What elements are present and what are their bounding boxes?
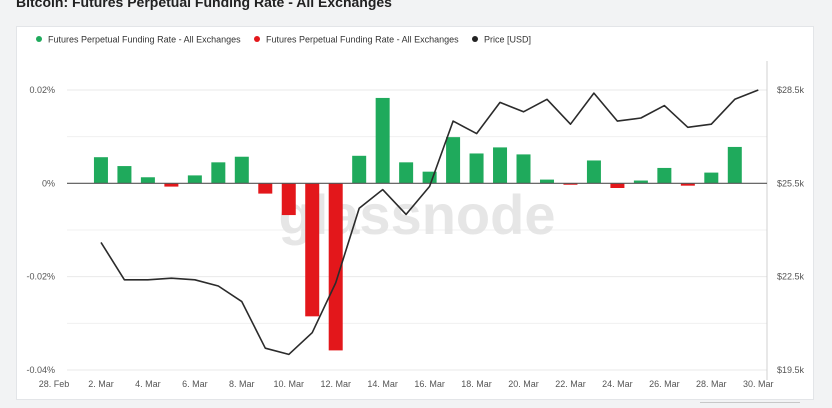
right-y-tick-label: $22.5k [777, 272, 805, 282]
funding-rate-bar-positive [539, 179, 554, 184]
x-axis: 28. Feb 2. Mar 4. Mar 6. Mar 8. Mar 10. Mar 12… [39, 379, 774, 389]
funding-rate-bar-positive [704, 172, 719, 184]
funding-rate-bar-positive [234, 156, 249, 184]
price-line [100, 89, 759, 356]
x-tick-label: 6. Mar [182, 379, 208, 389]
funding-rate-bar-negative [281, 183, 296, 216]
chart-svg: Futures Perpetual Funding Rate - All Exc… [26, 35, 805, 390]
funding-rate-bar-positive [93, 157, 108, 184]
x-tick-label: 28. Mar [696, 379, 727, 389]
funding-rate-bar-negative [258, 183, 273, 194]
x-tick-label: 12. Mar [320, 379, 351, 389]
left-y-axis: 0.02% 0% -0.02% -0.04% [26, 85, 55, 375]
chart-title: Bitcoin: Futures Perpetual Funding Rate … [16, 0, 392, 10]
funding-rate-bar-negative [164, 183, 179, 187]
x-tick-label: 16. Mar [414, 379, 445, 389]
x-tick-label: 18. Mar [461, 379, 492, 389]
funding-rate-bars [93, 97, 742, 351]
legend-label: Futures Perpetual Funding Rate - All Exc… [266, 35, 459, 45]
funding-rate-bar-positive [140, 177, 155, 184]
right-y-tick-label: $25.5k [777, 178, 805, 188]
right-y-tick-label: $28.5k [777, 85, 805, 95]
left-y-tick-label: 0.02% [29, 85, 55, 95]
legend-label: Futures Perpetual Funding Rate - All Exc… [48, 35, 241, 45]
funding-rate-bar-positive [516, 154, 531, 184]
x-tick-label: 14. Mar [367, 379, 398, 389]
x-tick-label: 26. Mar [649, 379, 680, 389]
funding-rate-bar-negative [305, 183, 320, 317]
funding-rate-bar-positive [586, 160, 601, 184]
funding-rate-bar-positive [187, 175, 202, 184]
funding-rate-bar-positive [352, 155, 367, 184]
funding-rate-bar-positive [446, 137, 461, 184]
legend-marker [472, 36, 478, 42]
funding-rate-bar-negative [680, 183, 695, 186]
funding-rate-bar-positive [469, 153, 484, 184]
legend-marker [36, 36, 42, 42]
funding-rate-bar-negative [328, 183, 343, 351]
x-tick-label: 20. Mar [508, 379, 539, 389]
x-tick-label: 22. Mar [555, 379, 586, 389]
x-tick-label: 4. Mar [135, 379, 161, 389]
funding-rate-bar-negative [610, 183, 625, 188]
legend-marker [254, 36, 260, 42]
price-line-group [100, 89, 759, 356]
left-y-tick-label: -0.04% [26, 365, 55, 375]
left-y-tick-label: -0.02% [26, 272, 55, 282]
x-tick-label: 30. Mar [743, 379, 774, 389]
funding-rate-bar-positive [422, 171, 437, 184]
right-y-axis: $28.5k $25.5k $22.5k $19.5k [777, 85, 805, 375]
x-tick-label: 2. Mar [88, 379, 114, 389]
funding-rate-bar-positive [727, 146, 742, 184]
funding-rate-bar-positive [493, 147, 508, 184]
x-tick-label: 10. Mar [273, 379, 304, 389]
chart-card: Futures Perpetual Funding Rate - All Exc… [16, 26, 814, 400]
gridlines [67, 61, 768, 380]
funding-rate-bar-positive [375, 97, 390, 184]
funding-rate-bar-positive [657, 167, 672, 184]
x-tick-label: 8. Mar [229, 379, 255, 389]
funding-rate-bar-negative [563, 183, 578, 185]
funding-rate-bar-positive [117, 166, 132, 184]
funding-rate-bar-positive [399, 162, 414, 184]
bottom-divider [700, 402, 800, 403]
funding-rate-bar-positive [211, 162, 226, 184]
legend[interactable]: Futures Perpetual Funding Rate - All Exc… [36, 35, 531, 45]
legend-label: Price [USD] [484, 35, 531, 45]
x-tick-label: 24. Mar [602, 379, 633, 389]
right-y-tick-label: $19.5k [777, 365, 805, 375]
funding-rate-bar-positive [633, 180, 648, 184]
x-tick-label: 28. Feb [39, 379, 70, 389]
watermark: glassnode [279, 183, 556, 246]
left-y-tick-label: 0% [42, 178, 55, 188]
